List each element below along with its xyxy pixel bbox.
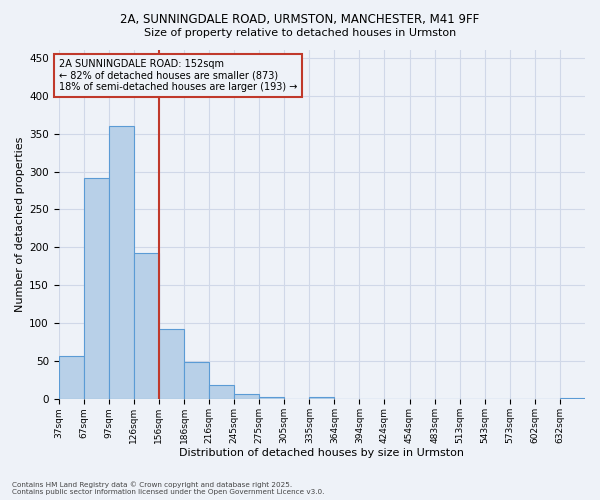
- Bar: [109, 126, 134, 400]
- Bar: [560, 398, 585, 400]
- Text: Contains HM Land Registry data © Crown copyright and database right 2025.: Contains HM Land Registry data © Crown c…: [12, 481, 292, 488]
- Text: 2A SUNNINGDALE ROAD: 152sqm
← 82% of detached houses are smaller (873)
18% of se: 2A SUNNINGDALE ROAD: 152sqm ← 82% of det…: [59, 59, 298, 92]
- Text: Size of property relative to detached houses in Urmston: Size of property relative to detached ho…: [144, 28, 456, 38]
- Bar: [259, 397, 284, 400]
- Bar: [134, 253, 159, 400]
- Text: Contains public sector information licensed under the Open Government Licence v3: Contains public sector information licen…: [12, 489, 325, 495]
- Bar: [159, 328, 184, 400]
- Bar: [59, 356, 84, 400]
- Y-axis label: Number of detached properties: Number of detached properties: [15, 137, 25, 312]
- Bar: [234, 394, 259, 400]
- X-axis label: Distribution of detached houses by size in Urmston: Distribution of detached houses by size …: [179, 448, 464, 458]
- Bar: [209, 385, 234, 400]
- Bar: [309, 397, 334, 400]
- Bar: [184, 362, 209, 400]
- Bar: [84, 178, 109, 400]
- Text: 2A, SUNNINGDALE ROAD, URMSTON, MANCHESTER, M41 9FF: 2A, SUNNINGDALE ROAD, URMSTON, MANCHESTE…: [121, 12, 479, 26]
